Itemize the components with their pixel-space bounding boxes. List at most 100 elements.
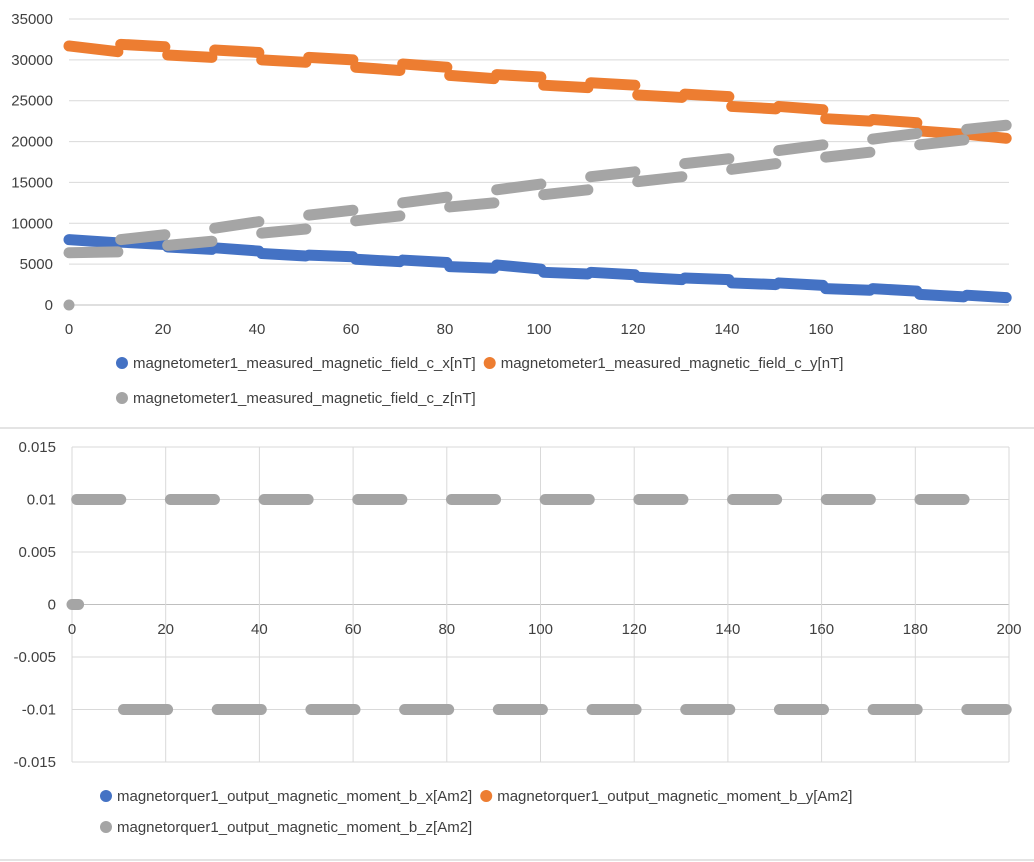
series-segment — [585, 166, 641, 183]
legend-label: magnetometer1_measured_magnetic_field_c_… — [133, 355, 476, 372]
series-segment — [961, 289, 1012, 304]
series-segment — [820, 283, 876, 296]
x-tick-label: 0 — [68, 621, 76, 638]
series-segment — [209, 216, 265, 234]
x-tick-label: 20 — [157, 621, 174, 638]
series-segment — [397, 191, 453, 209]
series-segment — [961, 128, 1012, 144]
x-tick-label: 40 — [251, 621, 268, 638]
x-tick-label: 80 — [437, 321, 454, 338]
series-segment — [350, 210, 406, 227]
series-segment — [773, 100, 829, 116]
series-segment — [444, 261, 500, 274]
x-tick-label: 180 — [902, 321, 927, 338]
series-segment — [63, 246, 124, 259]
y-tick-label: 0 — [48, 597, 56, 614]
series-segment — [820, 146, 876, 163]
x-tick-label: 60 — [345, 621, 362, 638]
x-tick-label: 100 — [528, 621, 553, 638]
y-tick-label: 30000 — [11, 52, 53, 69]
series-segment — [491, 259, 547, 275]
series-segment — [115, 229, 171, 246]
series-segment — [256, 54, 312, 68]
series-segment — [632, 89, 688, 103]
magnetometer-chart: 0 5000 10000 15000 20000 25000 30000 35000 0 20 40… — [11, 11, 1021, 407]
series-segment — [350, 61, 406, 76]
series-segment — [444, 69, 500, 85]
y-tick-label: 5000 — [20, 256, 53, 273]
series-segment — [491, 178, 547, 196]
legend-label: magnetorquer1_output_magnetic_moment_b_y… — [497, 788, 852, 805]
series-segment — [726, 100, 782, 115]
legend-marker — [483, 357, 496, 369]
x-tick-label: 100 — [526, 321, 551, 338]
series-segment — [632, 171, 688, 188]
series-segment — [773, 277, 829, 291]
series-segment — [679, 153, 735, 170]
series-segment — [209, 242, 265, 257]
series-segment — [679, 88, 735, 103]
legend-label: magnetorquer1_output_magnetic_moment_b_z… — [117, 819, 472, 836]
x-tick-label: 120 — [620, 321, 645, 338]
y-tick-label: -0.005 — [13, 649, 56, 666]
y-tick-label: 0.015 — [18, 439, 56, 456]
legend-label: magnetorquer1_output_magnetic_moment_b_x… — [117, 788, 472, 805]
series-segment — [914, 134, 970, 151]
series-segment — [303, 204, 359, 221]
series-segment — [914, 125, 970, 140]
legend-marker — [480, 790, 493, 802]
series-segment — [679, 272, 735, 286]
x-tick-label: 200 — [996, 321, 1021, 338]
x-tick-label: 200 — [996, 621, 1021, 638]
series-segment — [63, 40, 124, 58]
series-segment — [867, 114, 923, 129]
y-tick-label: -0.01 — [22, 702, 56, 719]
series-segment — [867, 283, 923, 297]
series-segment — [115, 38, 171, 53]
x-tick-label: 180 — [903, 621, 928, 638]
y-tick-label: 0.01 — [27, 492, 56, 509]
x-tick-label: 140 — [714, 321, 739, 338]
series-segment — [256, 248, 312, 262]
x-tick-label: 0 — [65, 321, 73, 338]
x-tick-label: 160 — [808, 321, 833, 338]
series-segment — [538, 184, 594, 201]
series-segment — [209, 44, 265, 59]
series-segment — [538, 79, 594, 94]
series-segment — [585, 266, 641, 281]
legend-label: magnetometer1_measured_magnetic_field_c_… — [133, 390, 476, 407]
y-tick-label: 0.005 — [18, 544, 56, 561]
series-segment — [773, 139, 829, 157]
series-segment — [726, 277, 782, 291]
series-segment — [538, 266, 594, 280]
series-segment — [867, 127, 923, 145]
legend-marker — [100, 821, 112, 833]
y-tick-label: 15000 — [11, 174, 53, 191]
series-segment — [961, 119, 1012, 135]
legend-marker — [100, 790, 112, 802]
x-tick-label: 20 — [155, 321, 172, 338]
data-point — [63, 299, 75, 311]
series-segment — [397, 254, 453, 269]
x-tick-label: 140 — [715, 621, 740, 638]
y-tick-label: 20000 — [11, 134, 53, 151]
series-segment — [820, 113, 876, 127]
x-tick-label: 60 — [343, 321, 360, 338]
series-segment — [63, 234, 124, 249]
series-segment — [491, 69, 547, 83]
series-segment — [444, 197, 500, 213]
y-tick-label: 25000 — [11, 93, 53, 110]
x-tick-label: 80 — [438, 621, 455, 638]
series-segment — [162, 235, 218, 251]
legend-marker — [116, 357, 128, 369]
series-segment — [303, 51, 359, 66]
x-tick-label: 160 — [809, 621, 834, 638]
legend-marker — [116, 392, 128, 404]
y-tick-label: 10000 — [11, 215, 53, 232]
series-segment — [162, 49, 218, 63]
series-segment — [350, 253, 406, 268]
x-tick-label: 120 — [622, 621, 647, 638]
magnetorquer-chart: -0.015 -0.01 -0.005 0 0.005 0.01 0.015 0 20 40 60 8… — [13, 439, 1021, 836]
series-segment — [726, 158, 782, 175]
